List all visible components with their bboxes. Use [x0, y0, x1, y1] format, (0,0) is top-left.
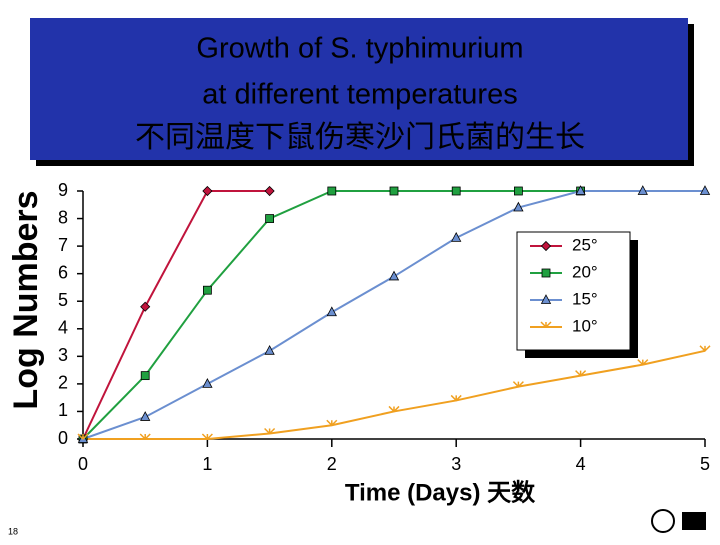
- diamond-marker: [140, 301, 151, 312]
- y-tick-label: 5: [58, 290, 68, 310]
- arrow-marker: [326, 419, 338, 427]
- y-tick-label: 4: [58, 318, 68, 338]
- title-box: [30, 18, 688, 160]
- arrow-marker: [139, 433, 151, 441]
- legend-label: 15°: [572, 289, 598, 308]
- diamond-marker: [540, 240, 552, 252]
- arrow-marker: [77, 433, 89, 441]
- triangle-marker: [202, 378, 213, 388]
- y-tick-label: 3: [58, 345, 68, 365]
- arrow-marker: [575, 370, 587, 377]
- triangle-marker: [699, 185, 711, 195]
- y-tick-label: 6: [58, 262, 68, 282]
- square-marker: [202, 285, 212, 295]
- legend-label: 25°: [572, 235, 598, 254]
- square-marker: [265, 214, 275, 223]
- x-axis-label: Time (Days) 天数: [345, 479, 536, 506]
- series-line: [82, 190, 270, 440]
- arrow-marker: [540, 321, 552, 329]
- triangle-marker: [637, 185, 648, 195]
- square-marker: [451, 186, 461, 196]
- arrow-marker: [450, 394, 462, 402]
- triangle-marker: [513, 201, 524, 212]
- title-line: at different temperatures: [202, 79, 517, 111]
- y-tick-label: 0: [58, 428, 68, 448]
- square-marker: [514, 186, 523, 196]
- triangle-marker: [388, 270, 400, 281]
- title-line: 不同温度下鼠伤寒沙门氏菌的生长: [135, 121, 585, 154]
- triangle-marker: [451, 231, 462, 242]
- arrow-marker: [264, 427, 276, 435]
- legend-label: 20°: [572, 262, 598, 281]
- x-tick-label: 5: [700, 454, 710, 474]
- triangle-marker: [140, 411, 151, 421]
- arrow-marker: [388, 405, 400, 413]
- x-tick-label: 0: [78, 454, 88, 474]
- y-tick-label: 8: [58, 207, 68, 227]
- series-line: [83, 349, 706, 440]
- arrow-marker: [201, 433, 213, 441]
- triangle-marker: [326, 306, 337, 317]
- triangle-marker: [264, 344, 275, 355]
- legend-label: 10°: [572, 316, 598, 335]
- square-marker: [541, 268, 551, 278]
- arrow-marker: [699, 345, 711, 352]
- title-line: Growth of S. typhimurium: [196, 33, 523, 65]
- square-marker: [389, 186, 399, 196]
- x-tick-label: 3: [451, 454, 461, 474]
- diamond-marker: [202, 185, 213, 197]
- y-tick-label: 9: [58, 180, 68, 200]
- diamond-marker: [264, 185, 275, 197]
- y-axis-label: Log Numbers: [7, 190, 45, 409]
- x-tick-label: 2: [327, 454, 337, 474]
- square-marker: [327, 186, 337, 196]
- arrow-marker: [512, 381, 524, 388]
- y-tick-label: 2: [58, 373, 68, 393]
- y-tick-label: 7: [58, 235, 68, 255]
- x-tick-label: 4: [576, 454, 586, 474]
- square-marker: [140, 371, 150, 381]
- triangle-marker: [575, 185, 586, 195]
- x-tick-label: 1: [202, 454, 212, 474]
- logo: [651, 509, 706, 533]
- page-number: 18: [8, 526, 18, 536]
- legend-box: [516, 231, 631, 351]
- triangle-marker: [540, 294, 552, 304]
- y-tick-label: 1: [58, 400, 68, 420]
- arrow-marker: [637, 359, 649, 366]
